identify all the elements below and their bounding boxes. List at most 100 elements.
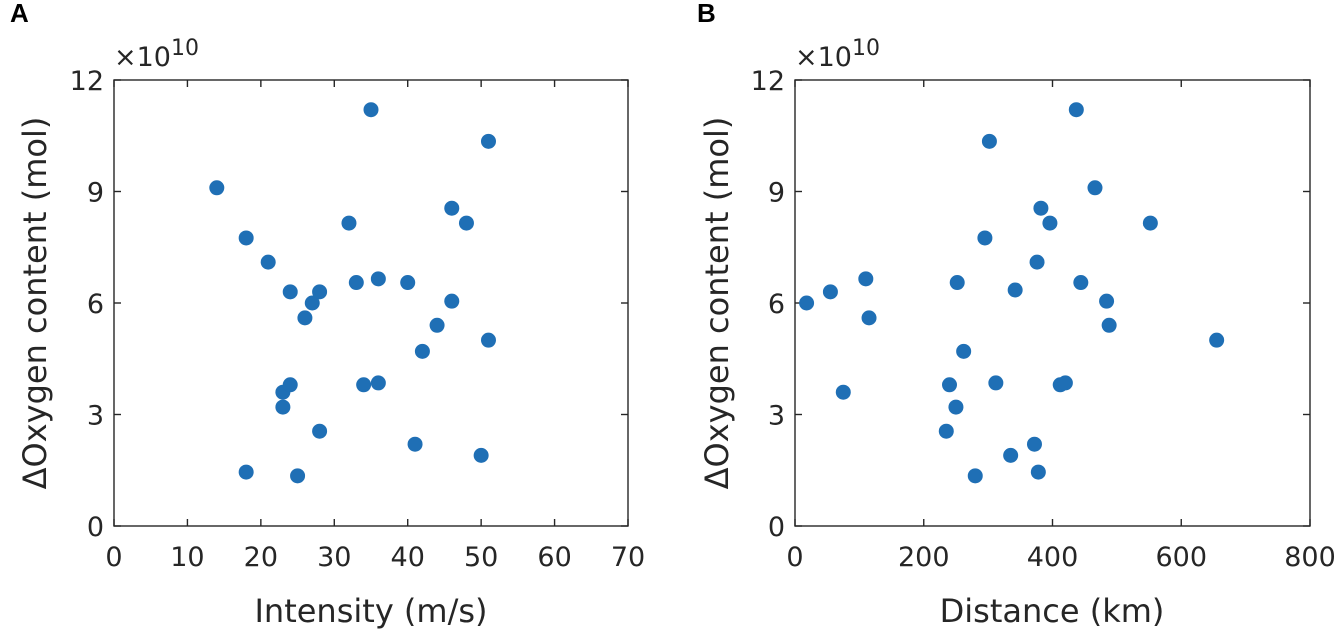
data-point-a (458, 215, 474, 231)
y-tick-label-b: 6 (768, 289, 785, 320)
ticks-b: 0 200 400 600 800 0 3 6 9 12 (751, 66, 1336, 573)
data-point-b (1026, 436, 1042, 452)
data-point-a (444, 293, 460, 309)
points-a (209, 102, 496, 484)
x-tick-label-a: 50 (464, 542, 498, 573)
data-point-b (822, 284, 838, 300)
data-point-a (480, 133, 496, 149)
y-axis-title-a: ΔOxygen content (mol) (16, 117, 54, 490)
y-tick-label-b: 12 (751, 66, 785, 97)
data-point-a (282, 377, 298, 393)
data-point-a (414, 343, 430, 359)
y-exponent-base-a: ×10 (114, 42, 171, 73)
x-axis-title-b: Distance (km) (940, 592, 1165, 630)
data-point-a (341, 215, 357, 231)
data-point-a (312, 423, 328, 439)
y-tick-label-a: 3 (87, 401, 104, 432)
data-point-b (1099, 293, 1115, 309)
data-point-b (799, 295, 815, 311)
data-point-a (275, 399, 291, 415)
data-point-b (942, 377, 957, 393)
data-point-b (1030, 464, 1046, 480)
data-point-b (967, 468, 983, 484)
data-point-b (861, 310, 877, 326)
data-point-a (304, 295, 320, 311)
plot-frame-b (794, 79, 1311, 527)
x-axis-title-a: Intensity (m/s) (254, 592, 487, 630)
data-point-b (1007, 282, 1023, 298)
data-point-b (1068, 102, 1084, 118)
x-tick-label-a: 70 (611, 542, 645, 573)
x-tick-label-a: 10 (170, 542, 204, 573)
data-point-a (290, 468, 306, 484)
data-point-b (938, 423, 954, 439)
svg-text:×1010: ×1010 (795, 36, 880, 73)
data-point-b (949, 275, 965, 291)
y-exponent-power-b: 10 (852, 36, 880, 61)
data-point-b (1101, 317, 1117, 333)
x-tick-label-b: 200 (898, 542, 950, 573)
data-point-b (1073, 275, 1089, 291)
y-axis-title-b: ΔOxygen content (mol) (698, 117, 736, 490)
data-point-a (370, 375, 386, 391)
data-point-b (956, 343, 972, 359)
data-point-a (480, 332, 496, 348)
x-tick-label-a: 60 (537, 542, 571, 573)
y-exponent-b: ×1010 (795, 36, 880, 73)
points-b (799, 102, 1225, 484)
data-point-b (1209, 332, 1225, 348)
x-tick-label-b: 0 (786, 542, 803, 573)
data-point-a (356, 377, 372, 393)
data-point-a (238, 464, 254, 480)
data-point-a (282, 284, 298, 300)
data-point-b (1057, 375, 1073, 391)
y-tick-label-b: 9 (768, 178, 785, 209)
y-tick-label-a: 12 (70, 66, 104, 97)
data-point-b (1087, 180, 1103, 196)
y-tick-label-b: 3 (768, 401, 785, 432)
panel-b: B ×1010 0 200 400 600 800 0 3 6 9 12 Distance (km… (697, 0, 1336, 630)
x-tick-label-a: 20 (244, 542, 278, 573)
data-point-a (297, 310, 313, 326)
y-exponent-a: ×1010 (114, 36, 199, 73)
data-point-a (312, 284, 328, 300)
plot-frame-a (113, 79, 629, 527)
data-point-a (238, 230, 254, 246)
data-point-b (1142, 215, 1158, 231)
y-tick-label-a: 0 (87, 512, 104, 543)
panel-label-a: A (10, 0, 29, 28)
svg-text:×1010: ×1010 (114, 36, 199, 73)
data-point-b (1033, 200, 1049, 216)
data-point-a (473, 447, 489, 463)
y-tick-label-b: 0 (768, 512, 785, 543)
data-point-a (209, 180, 225, 196)
y-exponent-base-b: ×10 (795, 42, 852, 73)
panel-label-b: B (697, 0, 716, 28)
x-tick-label-b: 600 (1155, 542, 1207, 573)
data-point-b (977, 230, 993, 246)
data-point-b (1029, 254, 1045, 270)
data-point-b (1003, 447, 1019, 463)
x-tick-label-b: 800 (1284, 542, 1336, 573)
data-point-b (948, 399, 964, 415)
data-point-b (835, 384, 851, 400)
data-point-b (981, 133, 997, 149)
x-tick-label-a: 40 (391, 542, 425, 573)
x-tick-label-a: 0 (105, 542, 122, 573)
data-point-a (444, 200, 460, 216)
data-point-b (988, 375, 1004, 391)
y-exponent-power-a: 10 (171, 36, 199, 61)
data-point-a (363, 102, 379, 118)
data-point-a (407, 436, 423, 452)
data-point-a (400, 275, 416, 291)
data-point-a (429, 317, 445, 333)
y-tick-label-a: 6 (87, 289, 104, 320)
data-point-b (858, 271, 874, 287)
y-tick-label-a: 9 (87, 178, 104, 209)
data-point-a (348, 275, 364, 291)
x-tick-label-b: 400 (1027, 542, 1079, 573)
data-point-a (260, 254, 276, 270)
data-point-a (370, 271, 386, 287)
